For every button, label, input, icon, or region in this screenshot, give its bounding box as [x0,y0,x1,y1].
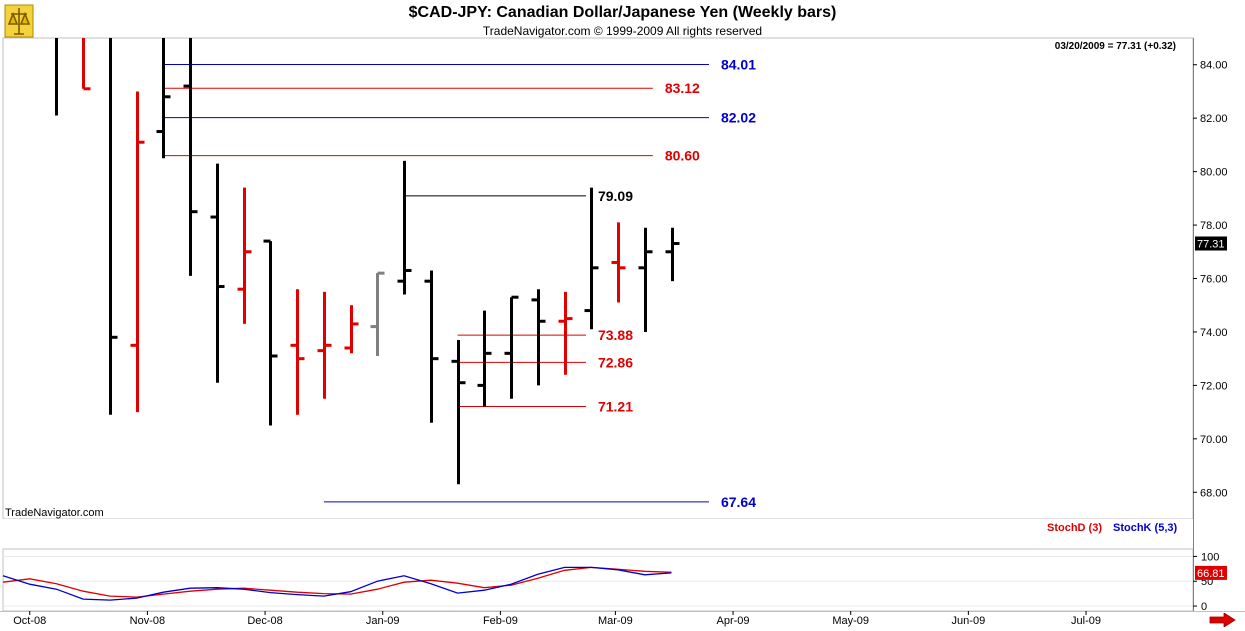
quote-text: 03/20/2009 = 77.31 (+0.32) [1055,41,1176,52]
stoch-last-value: 66.81 [1197,568,1225,580]
price-axis-label: 68.00 [1200,487,1228,499]
price-bar[interactable] [109,38,118,415]
price-bar[interactable] [531,289,546,386]
stoch-legend-strip [0,519,1245,549]
price-bar[interactable] [263,239,278,426]
price-bar[interactable] [638,227,653,332]
price-bar[interactable] [558,291,573,375]
price-bar[interactable] [210,163,225,383]
price-axis-label: 72.00 [1200,380,1228,392]
date-axis-label: Mar-09 [598,615,633,627]
price-bar[interactable] [317,291,332,399]
date-axis-label: Dec-08 [247,615,282,627]
chart-copyright: TradeNavigator.com © 1999-2009 All right… [482,24,763,38]
level-label: 83.12 [665,80,700,96]
level-label: 67.64 [721,494,756,510]
price-bar[interactable] [344,305,359,354]
date-axis-label: Nov-08 [130,615,165,627]
stoch-d-legend: StochD (3) [1047,522,1102,534]
price-bar[interactable] [611,222,626,303]
logo-icon [4,4,34,38]
level-label: 80.60 [665,148,700,164]
level-label: 82.02 [721,110,756,126]
stoch-axis-label: 0 [1201,601,1207,613]
price-axis-label: 80.00 [1200,167,1228,179]
stoch-panel[interactable] [2,548,1194,612]
price-axis-label: 82.00 [1200,113,1228,125]
price-bar[interactable] [477,310,492,407]
price-bar[interactable] [290,289,305,415]
price-bar[interactable] [183,38,198,276]
price-bar[interactable] [370,271,385,356]
stoch-k-legend: StochK (5,3) [1113,522,1178,534]
last-price-value: 77.31 [1197,238,1225,250]
date-axis-label: Jul-09 [1071,615,1101,627]
date-axis-label: Jun-09 [952,615,986,627]
price-bar[interactable] [584,187,599,330]
stoch-axis-label: 100 [1201,551,1219,563]
level-label: 71.21 [598,398,633,414]
price-bar[interactable] [504,295,519,399]
level-label: 84.01 [721,56,756,72]
price-bar[interactable] [665,227,680,282]
stoch-k-line [2,566,672,601]
scroll-right-arrow-icon[interactable] [1208,613,1236,627]
level-label: 73.88 [598,327,633,343]
price-bar[interactable] [156,38,171,159]
price-axis-label: 76.00 [1200,274,1228,286]
date-axis-label: Feb-09 [483,615,518,627]
last-price-tag [1195,236,1227,251]
level-label: 72.86 [598,354,633,370]
price-bar[interactable] [130,91,145,413]
watermark: TradeNavigator.com [5,507,104,519]
level-label: 79.09 [598,188,633,204]
price-axis-label: 84.00 [1200,60,1228,72]
date-axis-label: May-09 [832,615,869,627]
price-bar[interactable] [451,339,466,485]
price-bar[interactable] [82,38,91,91]
price-bar[interactable] [397,160,412,295]
chart-title: $CAD-JPY: Canadian Dollar/Japanese Yen (… [408,4,837,21]
price-axis-label: 70.00 [1200,434,1228,446]
stoch-last-tag [1195,565,1227,580]
price-bar[interactable] [424,270,439,423]
price-axis-label: 78.00 [1200,220,1228,232]
date-axis-label: Apr-09 [717,615,750,627]
date-axis-label: Oct-08 [13,615,46,627]
date-axis-label: Jan-09 [366,615,400,627]
price-panel[interactable] [2,37,1194,520]
price-bar[interactable] [237,187,252,324]
price-axis-label: 74.00 [1200,327,1228,339]
